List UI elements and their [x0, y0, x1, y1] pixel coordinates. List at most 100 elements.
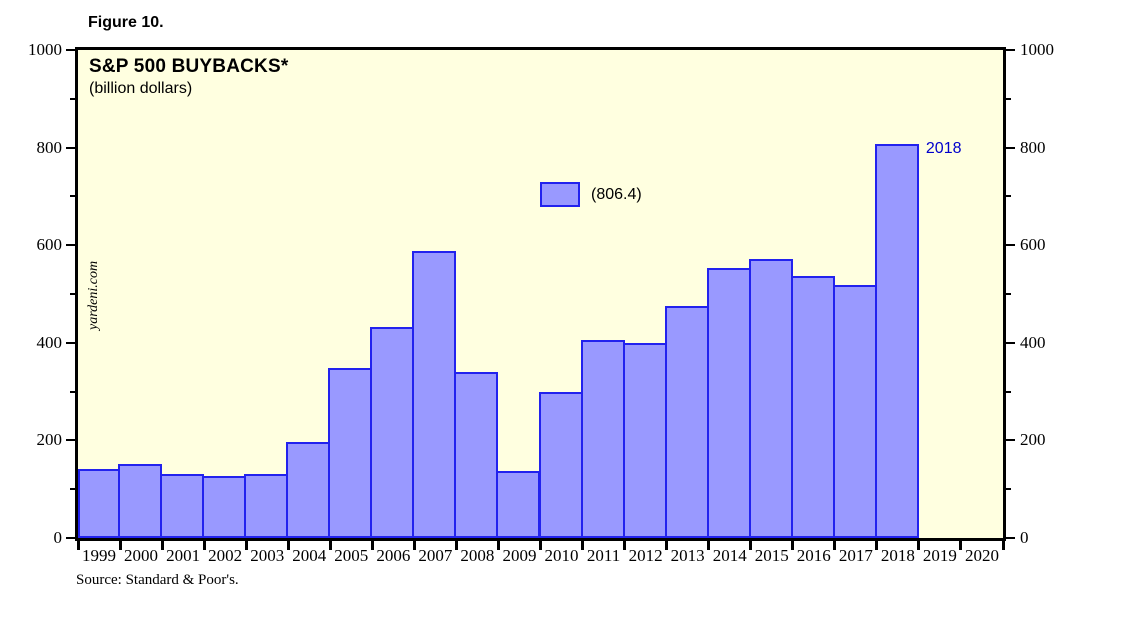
legend: (806.4) — [540, 182, 642, 207]
x-axis-tick — [76, 541, 80, 550]
x-tick-label-2000: 2000 — [124, 546, 159, 565]
x-tick-label-2001: 2001 — [166, 546, 201, 565]
y-axis-tick — [70, 390, 75, 393]
y-axis-label-400: 400 — [36, 332, 63, 352]
bar-2008 — [454, 372, 499, 538]
x-axis-tick — [749, 541, 753, 550]
y-axis-tick — [70, 488, 75, 491]
x-tick-label-2007: 2007 — [418, 546, 453, 565]
x-tick-label-2005: 2005 — [334, 546, 369, 565]
x-axis-tick — [833, 541, 837, 550]
y-axis-tick — [1006, 97, 1011, 100]
x-tick-label-2010: 2010 — [544, 546, 579, 565]
bar-2009 — [496, 470, 541, 538]
x-axis-tick — [917, 541, 921, 550]
x-axis-tick — [791, 541, 795, 550]
x-axis-tick — [496, 541, 500, 550]
y-axis-tick — [66, 439, 75, 442]
plot-area: S&P 500 BUYBACKS* (billion dollars) yard… — [66, 47, 1015, 565]
x-tick-label-2006: 2006 — [376, 546, 411, 565]
x-axis-tick — [665, 541, 669, 550]
x-tick-label-2018: 2018 — [880, 546, 915, 565]
x-axis-tick — [244, 541, 248, 550]
y-axis-tick — [1006, 537, 1015, 539]
y-axis-label-200: 200 — [1020, 430, 1046, 450]
x-axis-tick — [875, 541, 879, 550]
y-axis-tick — [1006, 390, 1011, 393]
y-axis-tick — [66, 244, 75, 247]
chart-title: S&P 500 BUYBACKS* — [89, 56, 289, 77]
x-tick-label-2017: 2017 — [838, 546, 873, 565]
x-tick-label-2008: 2008 — [460, 546, 495, 565]
y-axis-tick — [1006, 439, 1015, 442]
figure-number-label: Figure 10. — [88, 14, 164, 31]
x-tick-label-2020: 2020 — [964, 546, 999, 565]
y-axis-tick — [1006, 195, 1011, 198]
x-tick-label-2009: 2009 — [502, 546, 537, 565]
x-axis-tick — [370, 541, 374, 550]
x-tick-label-2003: 2003 — [250, 546, 285, 565]
y-axis-label-600: 600 — [36, 235, 63, 255]
chart-subtitle: (billion dollars) — [89, 80, 193, 97]
x-axis-tick — [581, 541, 585, 550]
y-axis-label-800: 800 — [36, 137, 63, 157]
y-axis-tick — [1006, 244, 1015, 247]
y-axis-label-0: 0 — [53, 528, 63, 547]
x-axis-tick — [328, 541, 332, 550]
y-axis-tick — [70, 293, 75, 295]
x-axis-tick — [412, 541, 416, 550]
x-tick-label-2013: 2013 — [670, 546, 705, 565]
y-axis-label-200: 200 — [36, 430, 63, 450]
x-axis-tick — [539, 541, 542, 550]
bar-2010 — [538, 392, 583, 538]
bar-2001 — [160, 473, 205, 538]
y-axis-tick — [66, 537, 75, 539]
watermark-text: yardeni.com — [86, 260, 101, 330]
x-tick-label-2002: 2002 — [208, 546, 243, 565]
y-axis-tick — [1006, 341, 1015, 344]
y-axis-label-1000: 1000 — [1020, 40, 1054, 59]
x-tick-label-2019: 2019 — [922, 546, 957, 565]
y-axis-label-800: 800 — [1020, 137, 1046, 157]
y-axis-label-1000: 1000 — [28, 40, 62, 59]
bar-2013 — [664, 305, 709, 538]
bar-2014 — [706, 268, 751, 538]
x-tick-label-2011: 2011 — [586, 546, 621, 565]
legend-swatch — [540, 182, 580, 207]
x-axis-tick — [959, 541, 963, 550]
y-axis-tick — [66, 146, 75, 149]
bar-2002 — [202, 475, 247, 538]
legend-value-label: (806.4) — [591, 185, 642, 203]
bar-2005 — [328, 367, 373, 538]
y-axis-tick — [70, 97, 75, 100]
y-axis-tick — [1006, 488, 1011, 491]
bar-annotation-2018: 2018 — [925, 140, 962, 158]
bar-2011 — [580, 340, 625, 538]
bar-2012 — [622, 343, 667, 538]
y-axis-label-0: 0 — [1020, 528, 1029, 547]
x-axis-tick — [118, 541, 122, 550]
bar-2000 — [118, 464, 163, 538]
y-axis-tick — [66, 49, 75, 51]
x-axis-tick — [202, 541, 206, 550]
y-axis-label-400: 400 — [1020, 332, 1046, 352]
bar-1999 — [78, 468, 121, 538]
bar-2017 — [832, 284, 877, 538]
bar-2018 — [874, 144, 919, 538]
x-tick-label-2004: 2004 — [292, 546, 327, 565]
x-tick-label-2014: 2014 — [712, 546, 747, 565]
bar-2016 — [790, 276, 835, 538]
y-axis-tick — [70, 195, 75, 198]
x-axis-tick — [1001, 541, 1005, 550]
x-tick-label-1999: 1999 — [82, 546, 117, 565]
bar-2004 — [286, 441, 331, 538]
x-tick-label-2012: 2012 — [628, 546, 663, 565]
source-note: Source: Standard & Poor's. — [76, 572, 239, 588]
y-axis-tick — [1006, 293, 1011, 295]
y-axis-tick — [66, 341, 75, 344]
x-axis-tick — [160, 541, 164, 550]
y-axis-labels-right: 0 200 400 600 800 1000 — [1020, 41, 1080, 547]
y-axis-tick — [1006, 146, 1015, 149]
x-axis-tick — [454, 541, 458, 550]
